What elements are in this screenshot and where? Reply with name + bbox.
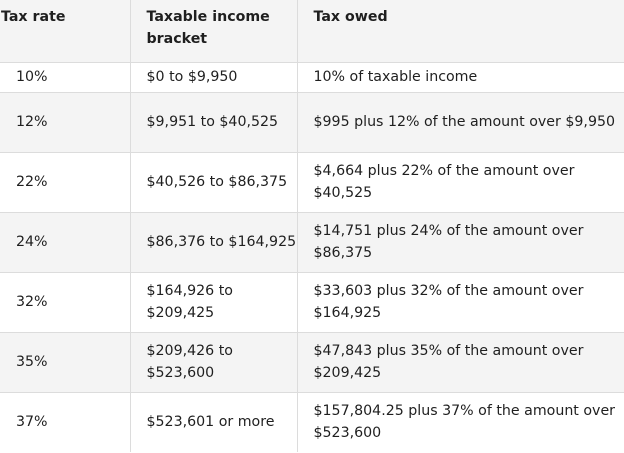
tax-owed-cell: $4,664 plus 22% of the amount over $40,5…: [297, 151, 624, 212]
tax-rate-cell: 10%: [0, 61, 131, 92]
table-body: 10% $0 to $9,950 10% of taxable income 1…: [0, 61, 624, 452]
bracket-cell: $86,376 to $164,925: [130, 211, 298, 272]
tax-rate-cell: 37%: [0, 391, 131, 452]
bracket-cell: $523,601 or more: [130, 391, 298, 452]
tax-rate-cell: 35%: [0, 331, 131, 392]
table-row: 32% $164,926 to $209,425 $33,603 plus 32…: [0, 271, 624, 332]
tax-rate-cell: 12%: [0, 91, 131, 152]
table-row: 12% $9,951 to $40,525 $995 plus 12% of t…: [0, 91, 624, 152]
table-row: 24% $86,376 to $164,925 $14,751 plus 24%…: [0, 211, 624, 272]
table-row: 10% $0 to $9,950 10% of taxable income: [0, 61, 624, 92]
tax-owed-cell: $47,843 plus 35% of the amount over $209…: [297, 331, 624, 392]
header-tax-rate: Tax rate: [0, 0, 131, 62]
bracket-cell: $209,426 to $523,600: [130, 331, 298, 392]
header-taxable-income-bracket: Taxable income bracket: [130, 0, 298, 62]
table-row: 35% $209,426 to $523,600 $47,843 plus 35…: [0, 331, 624, 392]
tax-rate-cell: 24%: [0, 211, 131, 272]
table-header: Tax rate Taxable income bracket Tax owed: [0, 0, 624, 62]
bracket-cell: $9,951 to $40,525: [130, 91, 298, 152]
tax-rate-cell: 32%: [0, 271, 131, 332]
bracket-cell: $164,926 to $209,425: [130, 271, 298, 332]
tax-rate-cell: 22%: [0, 151, 131, 212]
tax-owed-cell: $14,751 plus 24% of the amount over $86,…: [297, 211, 624, 272]
tax-owed-cell: $33,603 plus 32% of the amount over $164…: [297, 271, 624, 332]
tax-owed-cell: 10% of taxable income: [297, 61, 624, 92]
tax-owed-cell: $995 plus 12% of the amount over $9,950: [297, 91, 624, 152]
header-tax-owed: Tax owed: [297, 0, 624, 62]
table-row: 37% $523,601 or more $157,804.25 plus 37…: [0, 391, 624, 452]
table-row: 22% $40,526 to $86,375 $4,664 plus 22% o…: [0, 151, 624, 212]
bracket-cell: $0 to $9,950: [130, 61, 298, 92]
header-row: Tax rate Taxable income bracket Tax owed: [0, 0, 624, 62]
bracket-cell: $40,526 to $86,375: [130, 151, 298, 212]
tax-owed-cell: $157,804.25 plus 37% of the amount over …: [297, 391, 624, 452]
